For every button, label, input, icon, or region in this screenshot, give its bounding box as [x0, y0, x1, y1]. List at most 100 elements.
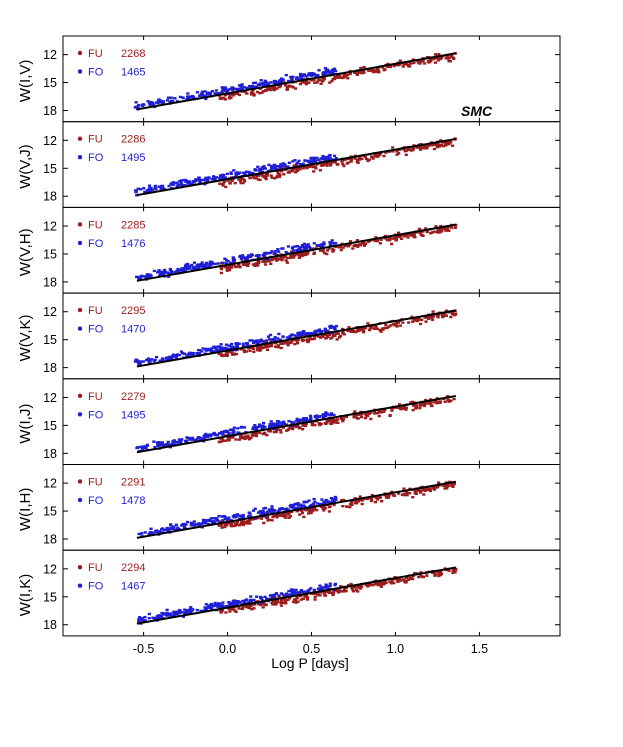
point-fu	[260, 91, 264, 94]
galaxy-label: SMC	[461, 103, 493, 119]
point-fu	[283, 165, 287, 169]
point-fu	[382, 154, 386, 158]
point-fu	[293, 253, 297, 257]
point-fu	[261, 606, 265, 609]
point-fo	[277, 508, 281, 512]
point-fo	[185, 98, 189, 101]
point-fo	[190, 182, 194, 186]
point-fo	[310, 332, 314, 335]
point-fo	[160, 441, 165, 444]
point-fu	[351, 585, 356, 588]
point-fu	[223, 265, 228, 268]
point-fo	[235, 344, 240, 348]
point-fo	[259, 338, 264, 341]
point-fu	[346, 329, 350, 333]
point-fo	[184, 610, 188, 613]
point-fu	[224, 434, 228, 437]
point-fo	[265, 597, 269, 600]
point-fu	[224, 352, 228, 355]
point-fo	[156, 443, 160, 447]
point-fu	[239, 177, 243, 180]
legend-marker-fu	[77, 393, 83, 398]
point-fo	[321, 72, 325, 75]
point-fo	[189, 606, 193, 609]
point-fo	[205, 606, 210, 610]
point-fu	[252, 94, 256, 97]
point-fu	[224, 185, 228, 189]
point-fu	[366, 584, 370, 587]
point-fu	[310, 78, 315, 81]
point-fo	[174, 354, 179, 358]
point-fu	[363, 155, 367, 159]
point-fo	[175, 353, 180, 356]
point-fo	[218, 602, 222, 606]
point-fo	[307, 245, 312, 249]
point-fo	[222, 605, 226, 608]
point-fu	[330, 161, 335, 164]
point-fu	[252, 607, 256, 610]
point-fu	[360, 502, 364, 506]
series-fo	[135, 239, 338, 281]
point-fo	[177, 268, 181, 272]
point-fo	[231, 258, 236, 262]
point-fu	[447, 400, 451, 403]
point-fo	[293, 334, 297, 337]
point-fo	[288, 334, 292, 338]
point-fu	[453, 313, 457, 316]
point-fu	[243, 180, 247, 183]
point-fu	[433, 61, 438, 64]
point-fu	[374, 496, 378, 500]
point-fo	[263, 506, 267, 510]
point-fu	[235, 520, 240, 523]
point-fu	[264, 603, 268, 607]
point-fu	[451, 312, 455, 315]
point-fu	[412, 232, 417, 235]
point-fu	[254, 432, 259, 436]
point-fo	[253, 507, 257, 511]
point-fo	[234, 172, 238, 175]
point-fo	[296, 502, 300, 505]
point-fo	[240, 86, 244, 90]
point-fo	[258, 424, 263, 428]
point-fo	[225, 172, 229, 176]
point-fu	[327, 510, 331, 513]
point-fu	[297, 426, 302, 429]
point-fo	[139, 188, 143, 191]
point-fu	[223, 93, 227, 97]
point-fo	[302, 73, 307, 76]
point-fu	[268, 345, 272, 348]
point-fo	[209, 517, 214, 520]
point-fu	[335, 73, 340, 77]
point-fo	[173, 612, 177, 615]
point-fu	[263, 260, 267, 264]
point-fu	[258, 178, 262, 182]
point-fu	[439, 224, 443, 228]
point-fo	[334, 156, 338, 160]
point-fo	[136, 360, 140, 363]
point-fo	[275, 424, 279, 428]
point-fo	[234, 601, 238, 604]
point-fo	[320, 243, 324, 246]
point-fu	[237, 607, 241, 610]
point-fo	[217, 432, 222, 435]
point-fo	[243, 601, 247, 605]
point-fu	[440, 230, 444, 233]
point-fo	[308, 333, 312, 336]
point-fo	[145, 358, 149, 362]
point-fo	[148, 531, 152, 534]
point-fu	[297, 166, 301, 170]
point-fo	[227, 433, 231, 436]
point-fo	[242, 86, 247, 89]
point-fo	[201, 518, 206, 522]
point-fu	[294, 164, 298, 167]
point-fo	[291, 245, 295, 249]
point-fu	[401, 407, 405, 410]
point-fo	[143, 615, 147, 619]
point-fu	[415, 404, 419, 407]
point-fu	[251, 433, 256, 436]
point-fo	[330, 158, 334, 161]
point-fu	[359, 413, 363, 416]
point-fu	[321, 507, 325, 510]
point-fu	[342, 73, 347, 76]
point-fo	[150, 102, 154, 106]
